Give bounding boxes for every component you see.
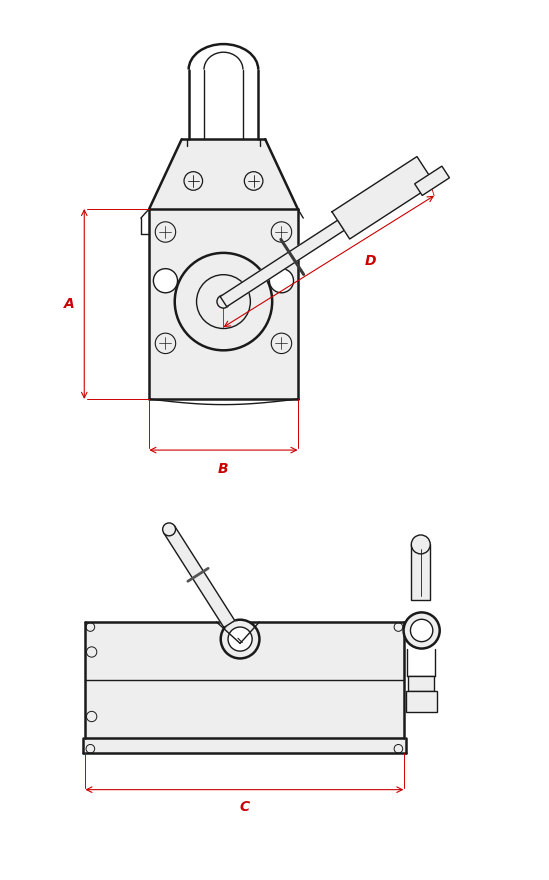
Bar	[411, 545, 430, 600]
Polygon shape	[149, 139, 298, 209]
Text: A: A	[64, 297, 75, 311]
Text: C: C	[239, 800, 249, 814]
Bar	[408, 676, 434, 691]
Bar	[149, 209, 298, 399]
Bar	[85, 622, 404, 738]
Circle shape	[411, 620, 433, 642]
Circle shape	[404, 612, 440, 649]
Circle shape	[221, 620, 260, 658]
Circle shape	[270, 268, 294, 293]
Text: D: D	[365, 254, 376, 268]
Bar	[406, 691, 436, 712]
Polygon shape	[220, 220, 344, 306]
Circle shape	[228, 627, 252, 651]
Circle shape	[217, 295, 230, 308]
Circle shape	[411, 535, 430, 554]
Polygon shape	[332, 157, 435, 239]
Polygon shape	[164, 526, 235, 627]
Text: B: B	[218, 462, 229, 475]
Circle shape	[163, 523, 176, 536]
Circle shape	[153, 268, 177, 293]
Circle shape	[175, 253, 272, 350]
Bar	[414, 166, 450, 195]
Bar	[82, 738, 406, 753]
